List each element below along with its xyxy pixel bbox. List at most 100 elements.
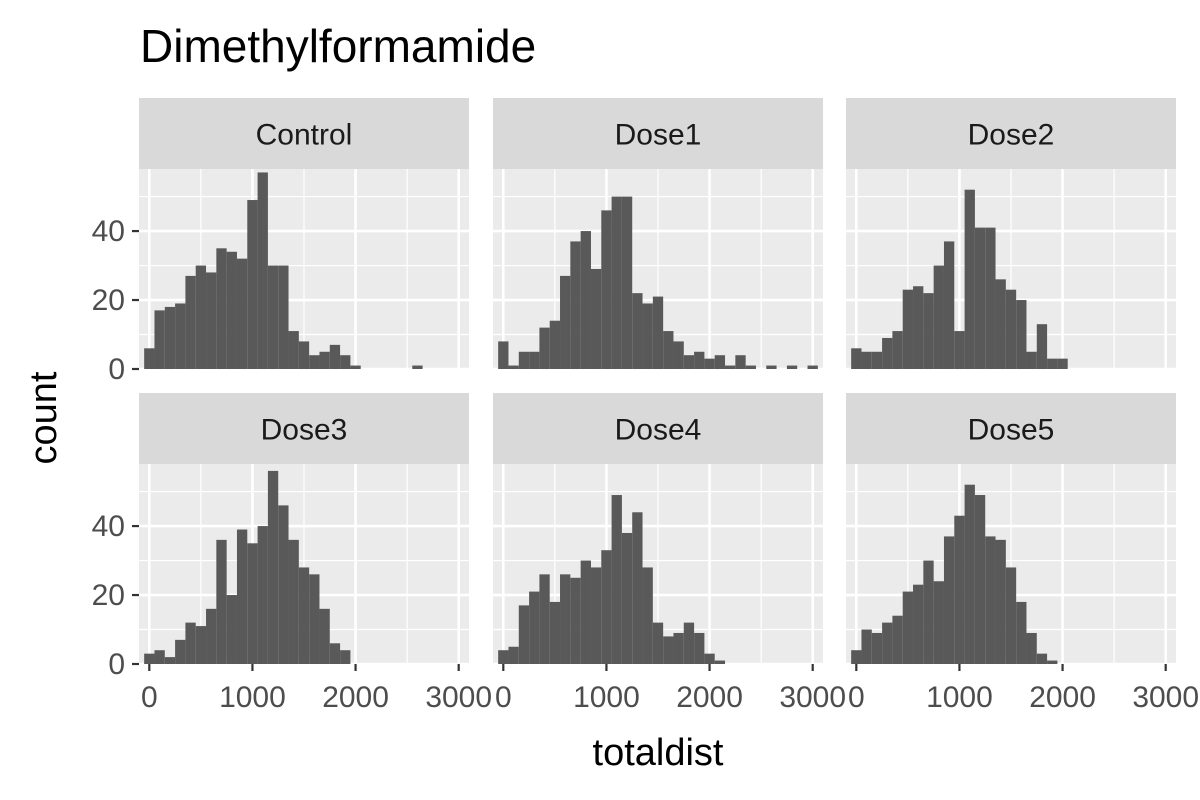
histogram-bar	[871, 351, 883, 369]
histogram-bar	[725, 365, 736, 369]
histogram-bar	[694, 632, 705, 664]
y-axis-tick-label: 40	[92, 215, 125, 248]
histogram-bar	[236, 529, 248, 664]
histogram-bar	[539, 574, 550, 664]
histogram-bar	[621, 532, 633, 664]
facet-panel-dose2: Dose2	[846, 98, 1176, 371]
histogram-bar	[943, 536, 955, 664]
histogram-bar	[704, 653, 715, 664]
histogram-bar	[319, 608, 330, 664]
histogram-bar	[508, 646, 519, 664]
histogram-bar	[954, 515, 965, 664]
histogram-bar	[288, 331, 299, 369]
histogram-bar	[923, 293, 934, 369]
histogram-bar	[185, 622, 196, 664]
histogram-bar	[154, 310, 165, 369]
histogram-bar	[1016, 601, 1027, 664]
histogram-bar	[226, 251, 237, 369]
y-axis-tick-label: 0	[108, 353, 125, 386]
histogram-bar	[1047, 358, 1058, 369]
histogram-bar	[206, 272, 217, 369]
histogram-bar	[1016, 300, 1027, 369]
histogram-bar	[871, 632, 883, 664]
histogram-bar	[745, 365, 756, 369]
histogram-bar	[642, 567, 653, 664]
histogram-bar	[329, 344, 341, 369]
histogram-bar	[195, 265, 207, 369]
histogram-bar	[340, 650, 351, 664]
histogram-bar	[652, 622, 664, 664]
histogram-bar	[549, 320, 561, 369]
histogram-bar	[247, 200, 258, 369]
histogram-bar	[714, 660, 726, 664]
histogram-bar	[1047, 660, 1058, 664]
facet-panels: Control 0 20 40 Dose1 Dose2 Dose3 0 20 40 0 1000 200…	[92, 98, 1199, 714]
histogram-bar	[985, 227, 996, 369]
histogram-bar	[154, 650, 165, 664]
histogram-bar	[412, 365, 423, 369]
x-axis-tick-label: 2000	[1029, 681, 1096, 714]
histogram-bar	[580, 560, 591, 664]
x-axis-tick-label: 1000	[926, 681, 993, 714]
histogram-bar	[642, 303, 653, 369]
histogram-bar	[560, 275, 571, 369]
histogram-bar	[923, 560, 934, 664]
histogram-bar	[257, 526, 268, 664]
facet-strip	[139, 98, 469, 169]
histogram-bar	[144, 348, 155, 369]
histogram-bar	[498, 650, 509, 664]
histogram-bar	[570, 577, 581, 664]
x-axis-title: totaldist	[593, 732, 724, 774]
histogram-bar	[350, 365, 361, 369]
histogram-bar	[985, 536, 996, 664]
facet-strip-label: Dose5	[968, 414, 1055, 447]
histogram-bar	[185, 275, 196, 369]
facet-panel-dose4: Dose4 0 1000 2000 3000	[493, 393, 846, 714]
histogram-bar	[964, 484, 975, 664]
histogram-bar	[943, 241, 955, 369]
histogram-bar	[549, 601, 561, 664]
histogram-bar	[1036, 324, 1048, 369]
histogram-bar	[933, 581, 944, 664]
x-axis-tick-label: 0	[495, 681, 512, 714]
histogram-bar	[560, 574, 571, 664]
histogram-bar	[1036, 653, 1048, 664]
histogram-bar	[632, 293, 643, 369]
histogram-bar	[694, 351, 705, 369]
histogram-bar	[590, 269, 602, 369]
histogram-bar	[580, 231, 591, 369]
histogram-bar	[1057, 358, 1068, 369]
histogram-bar	[954, 331, 965, 369]
histogram-bar	[1026, 351, 1037, 369]
histogram-bar	[601, 550, 612, 664]
histogram-bar	[518, 351, 530, 369]
histogram-bar	[663, 331, 674, 369]
histogram-bar	[995, 539, 1006, 664]
facet-strip	[846, 393, 1176, 464]
histogram-bar	[288, 539, 299, 664]
histogram-bar	[319, 351, 330, 369]
facet-strip-label: Control	[256, 119, 353, 152]
histogram-bar	[226, 595, 237, 664]
histogram-bar	[175, 639, 186, 664]
histogram-bar	[882, 622, 893, 664]
histogram-bar	[892, 615, 903, 664]
x-axis-tick-label: 1000	[573, 681, 640, 714]
x-axis-tick-label: 3000	[1132, 681, 1199, 714]
histogram-bar	[861, 629, 872, 664]
facet-panel-dose3: Dose3 0 20 40 0 1000 2000 3000	[92, 393, 492, 714]
histogram-bar	[590, 567, 602, 664]
histogram-bar	[298, 567, 310, 664]
histogram-bar	[683, 355, 695, 369]
histogram-bar	[621, 196, 633, 369]
histogram-bar	[518, 605, 530, 664]
facet-strip-label: Dose2	[968, 119, 1055, 152]
histogram-bar	[913, 584, 924, 664]
histogram-bar	[974, 227, 986, 369]
x-axis-tick-label: 0	[848, 681, 865, 714]
histogram-bar	[298, 341, 310, 369]
facet-strip	[493, 98, 823, 169]
x-axis-tick-label: 3000	[425, 681, 492, 714]
x-axis-tick-label: 2000	[322, 681, 389, 714]
